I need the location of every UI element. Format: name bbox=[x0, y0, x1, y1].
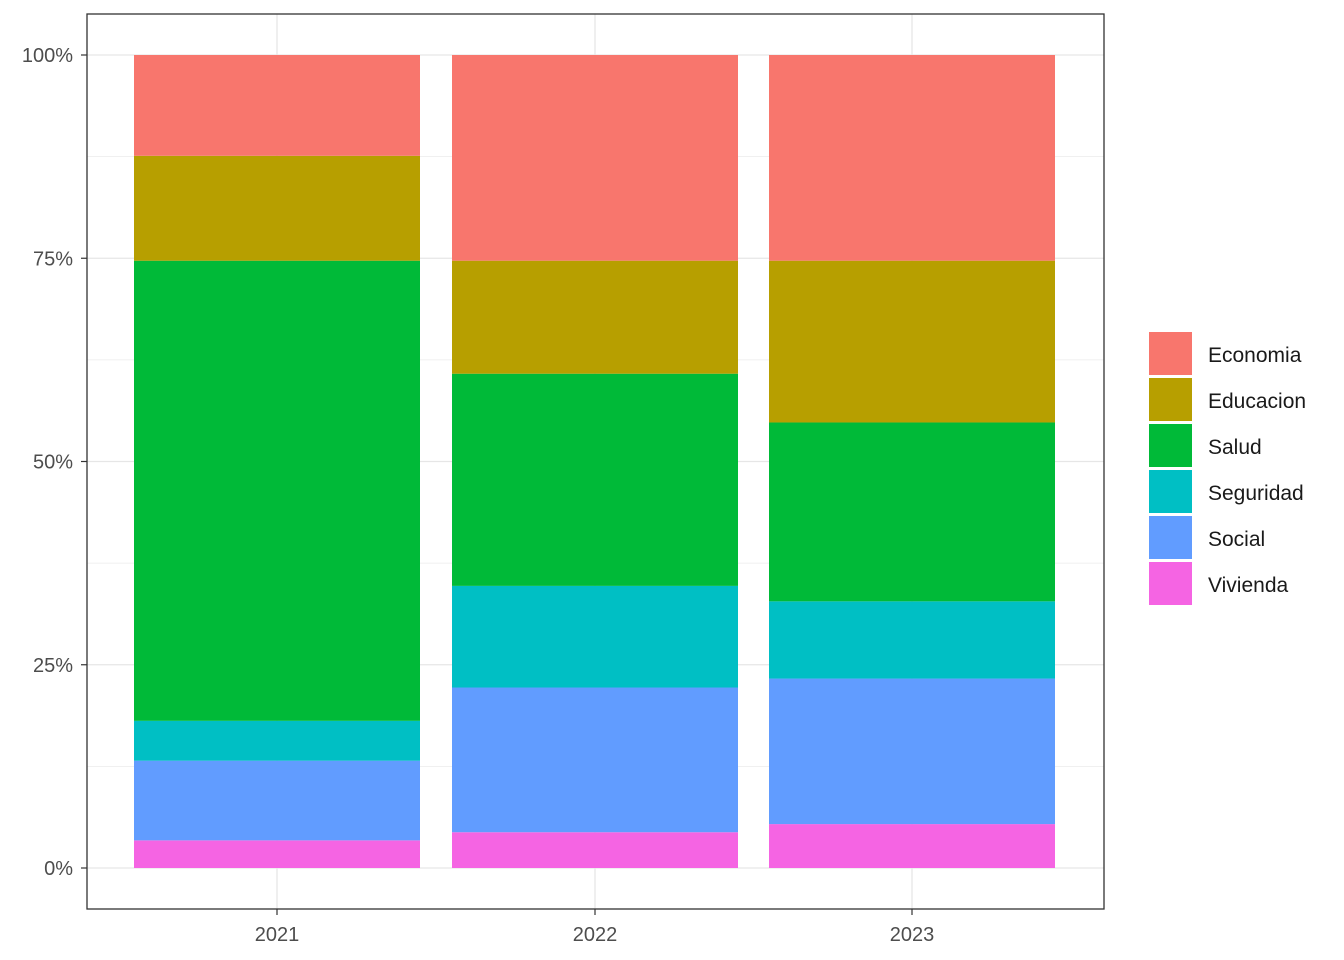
bars bbox=[134, 55, 1055, 868]
bar-segment-educacion-2021 bbox=[134, 155, 420, 261]
bar-segment-salud-2022 bbox=[452, 373, 738, 586]
legend-label-seguridad: Seguridad bbox=[1208, 482, 1304, 505]
legend-label-social: Social bbox=[1208, 528, 1265, 551]
bar-segment-economia-2023 bbox=[769, 55, 1055, 261]
bar-segment-salud-2023 bbox=[769, 422, 1055, 602]
legend-label-salud: Salud bbox=[1208, 436, 1262, 459]
legend-label-vivienda: Vivienda bbox=[1208, 574, 1288, 597]
legend-key-economia bbox=[1149, 332, 1192, 375]
y-axis: 0% 25% 50% 75% 100% bbox=[22, 45, 87, 880]
legend: Economia Educacion Salud Seguridad Social Viv… bbox=[1149, 332, 1306, 605]
bar-segment-vivienda-2023 bbox=[769, 824, 1055, 868]
bar-segment-seguridad-2023 bbox=[769, 601, 1055, 679]
bar-segment-seguridad-2022 bbox=[452, 585, 738, 688]
legend-key-social bbox=[1149, 516, 1192, 559]
x-tick-label: 2023 bbox=[890, 924, 935, 946]
bar-segment-educacion-2023 bbox=[769, 260, 1055, 423]
x-axis: 2021 2022 2023 bbox=[255, 909, 935, 946]
legend-key-salud bbox=[1149, 424, 1192, 467]
bar-segment-economia-2022 bbox=[452, 55, 738, 261]
bar-segment-social-2022 bbox=[452, 687, 738, 833]
bar-segment-salud-2021 bbox=[134, 260, 420, 721]
legend-label-economia: Economia bbox=[1208, 344, 1302, 367]
bar-segment-seguridad-2021 bbox=[134, 720, 420, 761]
y-tick-label: 50% bbox=[33, 452, 73, 474]
x-tick-label: 2022 bbox=[573, 924, 618, 946]
x-tick-label: 2021 bbox=[255, 924, 300, 946]
bar-segment-vivienda-2022 bbox=[452, 832, 738, 868]
legend-label-educacion: Educacion bbox=[1208, 390, 1306, 413]
bar-segment-vivienda-2021 bbox=[134, 840, 420, 868]
y-tick-label: 75% bbox=[33, 248, 73, 270]
bar-segment-economia-2021 bbox=[134, 55, 420, 156]
bar-segment-social-2023 bbox=[769, 678, 1055, 825]
y-tick-label: 100% bbox=[22, 45, 73, 67]
legend-key-educacion bbox=[1149, 378, 1192, 421]
legend-key-seguridad bbox=[1149, 470, 1192, 513]
legend-key-vivienda bbox=[1149, 562, 1192, 605]
bar-segment-educacion-2022 bbox=[452, 260, 738, 374]
y-tick-label: 25% bbox=[33, 655, 73, 677]
bar-segment-social-2021 bbox=[134, 760, 420, 841]
y-tick-label: 0% bbox=[44, 858, 73, 880]
